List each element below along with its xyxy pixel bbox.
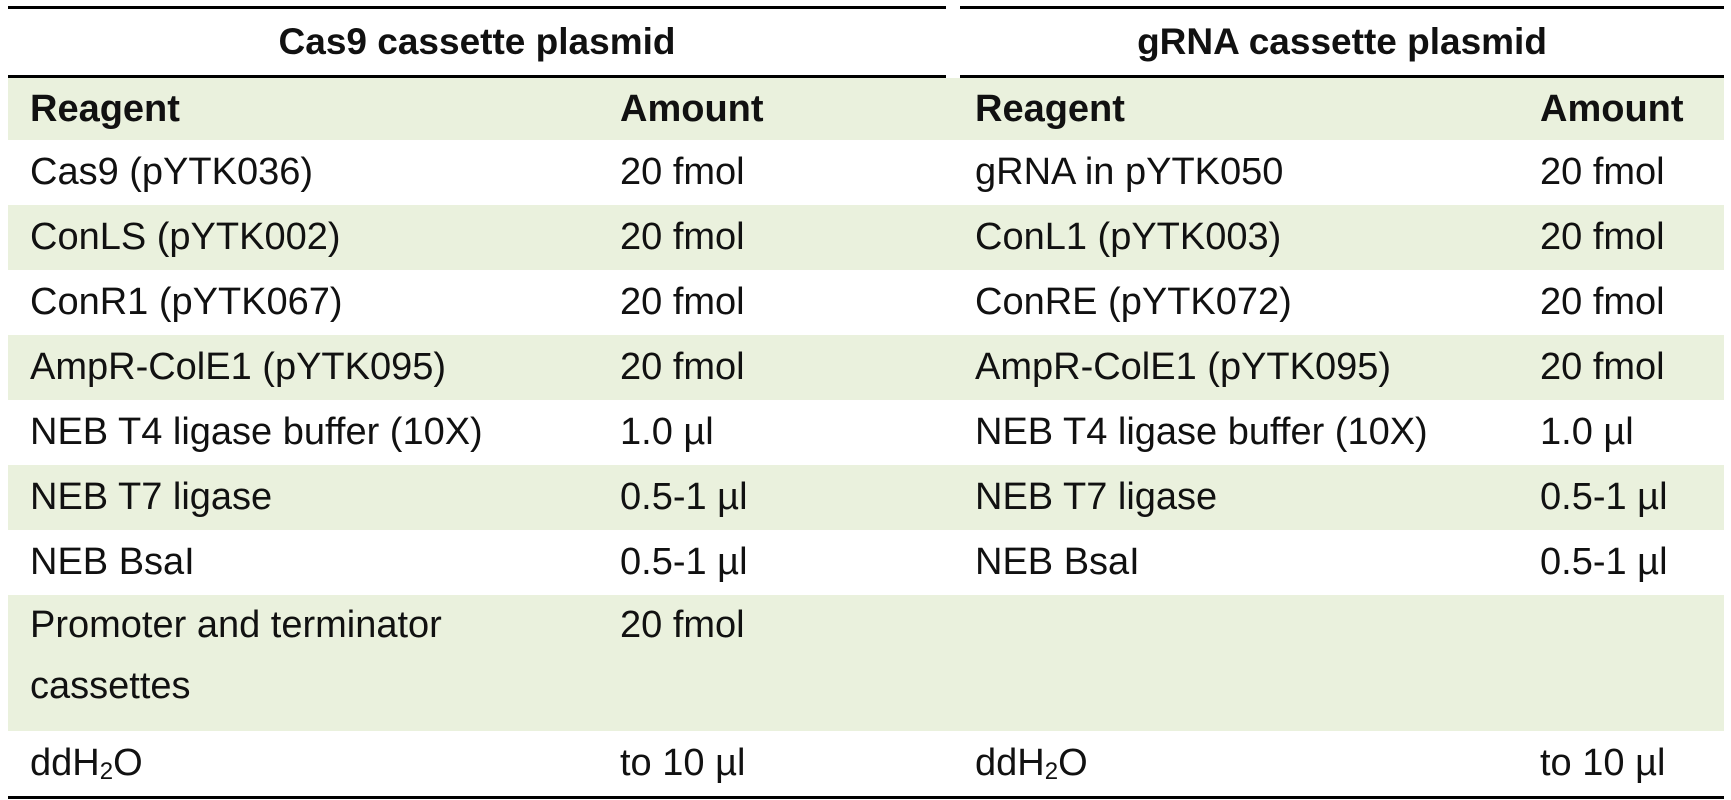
amount-cell: 20 fmol: [1540, 151, 1665, 193]
amount-cell: 1.0 µl: [1540, 411, 1634, 453]
reagent-cell: ddH2O: [953, 731, 1518, 799]
water-suffix: O: [113, 741, 143, 784]
table-row: ConR1 (pYTK067) 20 fmol ConRE (pYTK072) …: [8, 270, 1724, 335]
amount-cell: 0.5-1 µl: [620, 541, 748, 583]
amount-cell: to 10 µl: [598, 731, 953, 799]
water-suffix: O: [1058, 741, 1088, 784]
water-subscript: 2: [1044, 757, 1059, 785]
table-row: Promoter and terminator cassettes 20 fmo…: [8, 595, 1724, 731]
reagent-cell: NEB BsaI: [975, 541, 1140, 583]
table-row: AmpR-ColE1 (pYTK095) 20 fmol AmpR-ColE1 …: [8, 335, 1724, 400]
amount-cell: 20 fmol: [1518, 205, 1724, 270]
reagent-cell: ConR1 (pYTK067): [30, 281, 343, 323]
amount-cell: 0.5-1 µl: [1540, 541, 1668, 583]
amount-cell: 0.5-1 µl: [598, 465, 953, 530]
reagent-cell: ConRE (pYTK072): [975, 281, 1292, 323]
table-row: Cas9 (pYTK036) 20 fmol gRNA in pYTK050 2…: [8, 140, 1724, 205]
amount-cell: 20 fmol: [598, 595, 953, 731]
amount-cell: to 10 µl: [1518, 731, 1724, 799]
reagent-cell: NEB T7 ligase: [8, 465, 598, 530]
amount-cell: 20 fmol: [598, 335, 953, 400]
column-header-reagent-left: Reagent: [8, 76, 598, 140]
water-prefix: ddH: [30, 741, 100, 784]
amount-cell: 20 fmol: [1518, 335, 1724, 400]
reagent-table-container: Cas9 cassette plasmid gRNA cassette plas…: [8, 6, 1724, 799]
table-row: ConLS (pYTK002) 20 fmol ConL1 (pYTK003) …: [8, 205, 1724, 270]
amount-cell: 20 fmol: [598, 205, 953, 270]
column-header-amount-left: Amount: [598, 76, 953, 140]
reagent-cell: AmpR-ColE1 (pYTK095): [953, 335, 1518, 400]
column-header-reagent-right: Reagent: [953, 76, 1518, 140]
amount-cell: [1518, 595, 1724, 731]
reagent-cell: ConLS (pYTK002): [8, 205, 598, 270]
group-title-grna: gRNA cassette plasmid: [953, 6, 1724, 78]
reagent-cell: AmpR-ColE1 (pYTK095): [8, 335, 598, 400]
reagent-cell: Cas9 (pYTK036): [30, 151, 314, 193]
reagent-cell: NEB T4 ligase buffer (10X): [975, 411, 1428, 453]
amount-cell: 20 fmol: [1540, 281, 1665, 323]
table-row: NEB T4 ligase buffer (10X) 1.0 µl NEB T4…: [8, 400, 1724, 465]
reagent-cell: NEB T4 ligase buffer (10X): [30, 411, 483, 453]
reagent-cell: [953, 595, 1518, 731]
amount-cell: 20 fmol: [620, 281, 745, 323]
amount-cell: 1.0 µl: [620, 411, 714, 453]
group-title-cas9: Cas9 cassette plasmid: [8, 6, 960, 78]
amount-cell: 0.5-1 µl: [1518, 465, 1724, 530]
reagent-cell: Promoter and terminator cassettes: [8, 595, 598, 731]
reagent-cell: ddH2O: [8, 731, 598, 799]
column-header-amount-right: Amount: [1518, 76, 1724, 140]
table-row: NEB BsaI 0.5-1 µl NEB BsaI 0.5-1 µl: [8, 530, 1724, 595]
reagent-cell: NEB T7 ligase: [953, 465, 1518, 530]
amount-cell: 20 fmol: [620, 151, 745, 193]
reagent-cell: NEB BsaI: [30, 541, 195, 583]
table-row: ddH2O to 10 µl ddH2O to 10 µl: [8, 731, 1724, 799]
water-prefix: ddH: [975, 741, 1045, 784]
reagent-table: Cas9 cassette plasmid gRNA cassette plas…: [8, 6, 1724, 799]
reagent-cell: gRNA in pYTK050: [975, 151, 1284, 193]
table-row: NEB T7 ligase 0.5-1 µl NEB T7 ligase 0.5…: [8, 465, 1724, 530]
water-subscript: 2: [99, 757, 114, 785]
column-header-row: Reagent Amount Reagent Amount: [8, 76, 1724, 140]
group-header-row: Cas9 cassette plasmid gRNA cassette plas…: [8, 6, 1724, 78]
reagent-cell: ConL1 (pYTK003): [953, 205, 1518, 270]
